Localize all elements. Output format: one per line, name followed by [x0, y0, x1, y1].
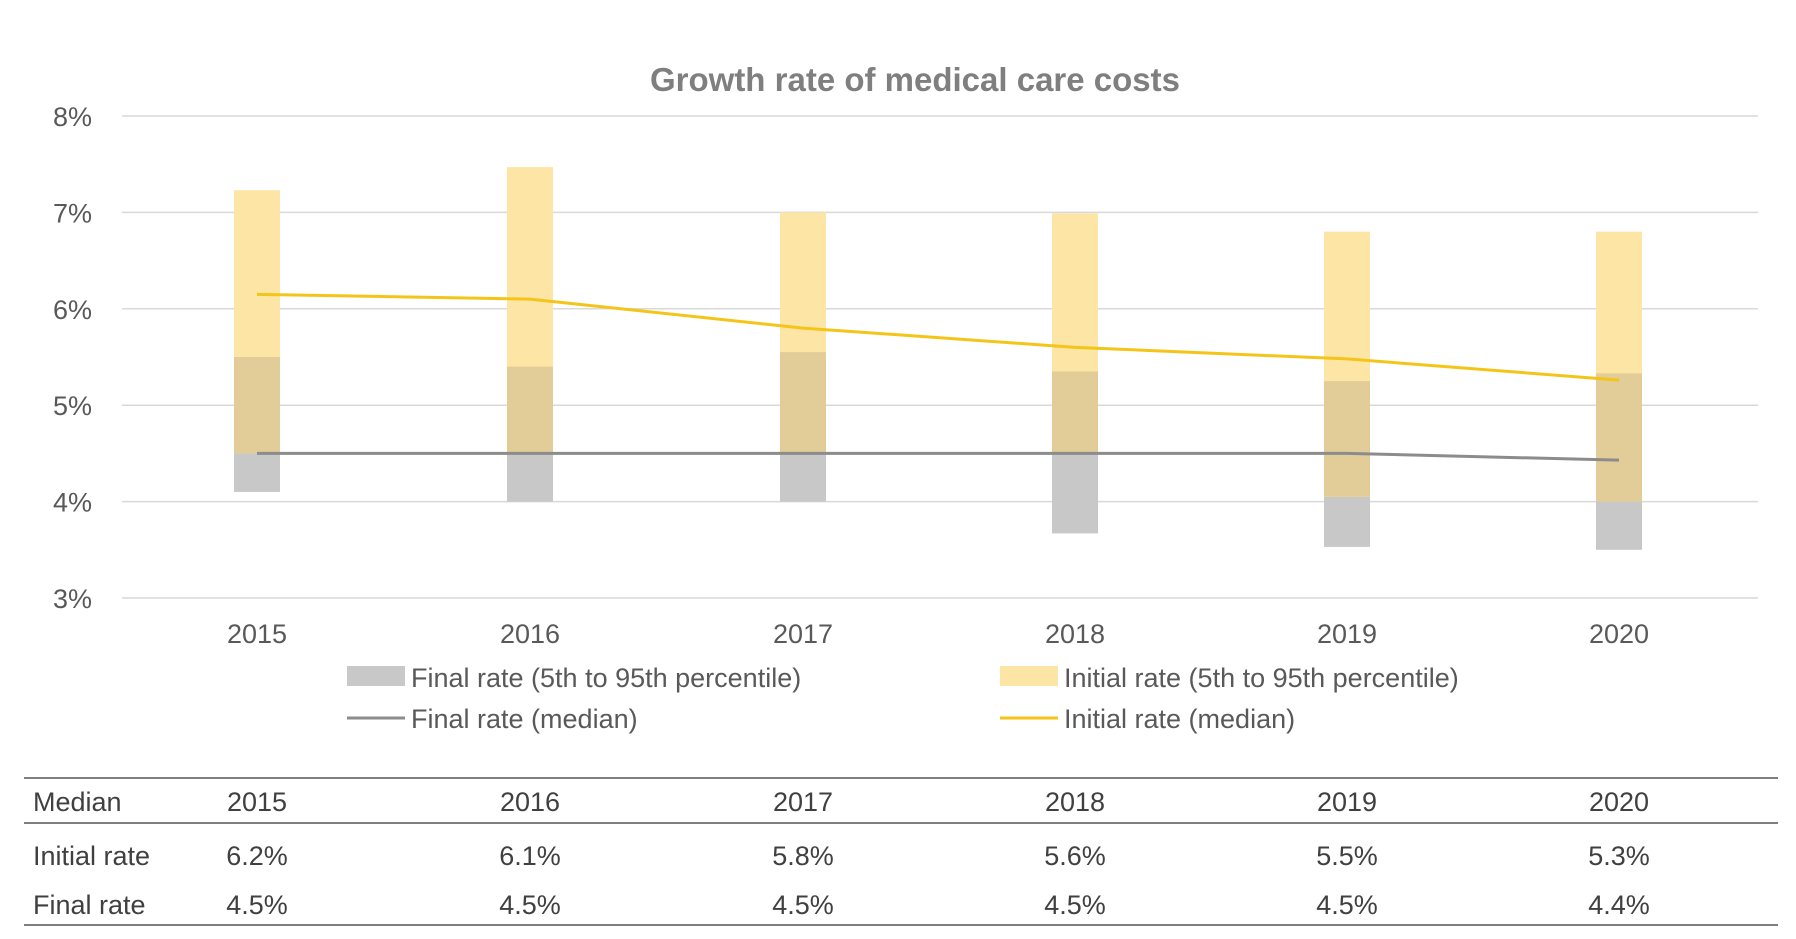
- median-table: Median 2015 2016 2017 2018 2019 2020 Initial ra…: [24, 777, 1778, 926]
- table-cell: 5.5%: [1316, 841, 1378, 871]
- table-header-cell: 2020: [1589, 787, 1649, 817]
- table-cell: Initial rate: [33, 841, 150, 871]
- legend-swatch: [347, 666, 405, 686]
- x-tick-label: 2018: [1045, 619, 1105, 649]
- gridlines: [122, 115, 1758, 599]
- x-tick-label: 2016: [500, 619, 560, 649]
- y-tick-label: 8%: [53, 102, 92, 132]
- table-cell: 5.6%: [1044, 841, 1106, 871]
- bar-overlap-2018: [1052, 371, 1098, 454]
- table-cell: 5.3%: [1588, 841, 1650, 871]
- bar-final-range-2015: [234, 453, 280, 492]
- line-final-median: [257, 451, 1620, 462]
- table-header-cell: 2016: [500, 787, 560, 817]
- x-axis-ticks: 2015 2016 2017 2018 2019 2020: [227, 619, 1649, 649]
- x-tick-label: 2020: [1589, 619, 1649, 649]
- y-tick-label: 7%: [53, 198, 92, 228]
- table-cell: Final rate: [33, 890, 146, 920]
- table-header-cell: Median: [33, 787, 122, 817]
- y-tick-label: 3%: [53, 584, 92, 614]
- bar-overlap-2020: [1596, 373, 1642, 502]
- y-tick-label: 5%: [53, 391, 92, 421]
- legend-swatch: [1000, 666, 1058, 686]
- bar-final-range-2018: [1052, 453, 1098, 534]
- bar-final-range-2016: [507, 453, 553, 502]
- line-initial-median: [256, 292, 1620, 382]
- table-header-cell: 2015: [227, 787, 287, 817]
- range-bars: [234, 167, 1642, 550]
- table-cell: 4.5%: [499, 890, 561, 920]
- bar-final-range-2019: [1324, 496, 1370, 547]
- y-axis-ticks: 3% 4% 5% 6% 7% 8%: [53, 102, 92, 614]
- bar-overlap-2017: [780, 352, 826, 454]
- legend-label: Initial rate (5th to 95th percentile): [1064, 663, 1459, 693]
- legend: Final rate (5th to 95th percentile) Initi…: [347, 663, 1459, 734]
- bar-overlap-2016: [507, 366, 553, 454]
- median-lines: [256, 292, 1620, 462]
- table-cell: 6.2%: [226, 841, 288, 871]
- table-header-cell: 2019: [1317, 787, 1377, 817]
- table-cell: 4.5%: [1044, 890, 1106, 920]
- bar-final-range-2017: [780, 453, 826, 502]
- table-cell: 6.1%: [499, 841, 561, 871]
- legend-label: Final rate (median): [411, 704, 638, 734]
- x-tick-label: 2019: [1317, 619, 1377, 649]
- bar-overlap-2015: [234, 357, 280, 454]
- table-cell: 4.5%: [772, 890, 834, 920]
- table-header-cell: 2018: [1045, 787, 1105, 817]
- table-cell: 5.8%: [772, 841, 834, 871]
- table-cell: 4.4%: [1588, 890, 1650, 920]
- y-tick-label: 6%: [53, 295, 92, 325]
- table-header-cell: 2017: [773, 787, 833, 817]
- bar-overlap-2019: [1324, 381, 1370, 497]
- y-tick-label: 4%: [53, 488, 92, 518]
- legend-label: Final rate (5th to 95th percentile): [411, 663, 801, 693]
- chart-title: Growth rate of medical care costs: [650, 61, 1180, 98]
- table-cell: 4.5%: [1316, 890, 1378, 920]
- legend-label: Initial rate (median): [1064, 704, 1295, 734]
- x-tick-label: 2017: [773, 619, 833, 649]
- bar-final-range-2020: [1596, 501, 1642, 550]
- x-tick-label: 2015: [227, 619, 287, 649]
- table-cell: 4.5%: [226, 890, 288, 920]
